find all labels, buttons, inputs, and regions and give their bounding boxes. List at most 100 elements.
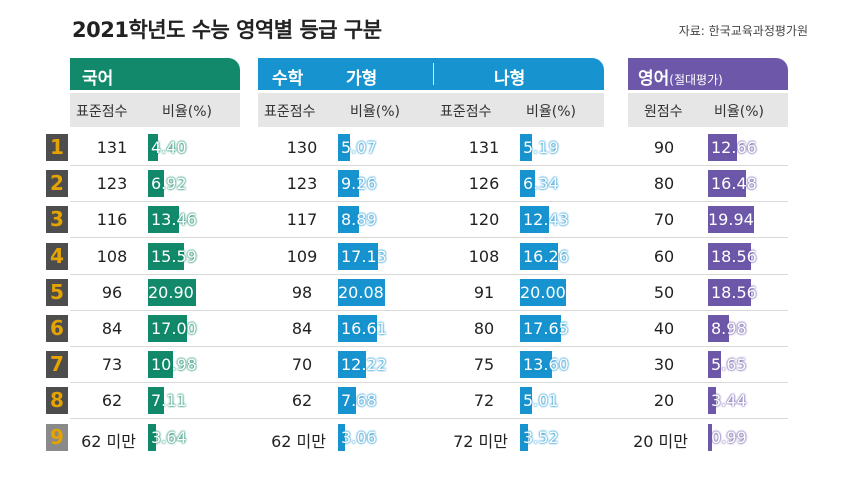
- english-ratio-bar: [708, 242, 752, 270]
- math-na-ratio-label: 20.00: [520, 282, 566, 302]
- math-na-score: 131: [468, 138, 500, 157]
- english-ratio-bar: [708, 278, 752, 306]
- math-na-ratio-bar: [520, 315, 561, 342]
- korean-ratio-bar: [148, 242, 185, 270]
- korean-score: 131: [96, 138, 128, 157]
- korean-score: 116: [96, 210, 128, 230]
- math-ga-header-label: 가형: [346, 69, 378, 89]
- math-na-ratio-label: 13.60: [523, 355, 569, 375]
- english-ratio-bar: [708, 206, 755, 234]
- math-ga-ratio-label: 8.89: [341, 210, 377, 230]
- math-na-score: 75: [473, 355, 495, 375]
- korean-subheader: 표준점수 비율(%): [70, 93, 240, 127]
- math-ga-ratio-label: 5.07: [341, 138, 377, 157]
- row-divider: [70, 418, 788, 420]
- math-na-ratio-bar: [520, 242, 558, 270]
- english-ratio-bar: [708, 134, 738, 161]
- math-ga-ratio-bar: [338, 423, 346, 451]
- korean-ratio-label: 17.00: [151, 319, 197, 338]
- math-ga-ratio-label: 3.06: [341, 427, 377, 447]
- grade-label: 9: [46, 423, 68, 451]
- english-score: 20 미만: [633, 431, 688, 451]
- math-ga-ratio-label: 20.08: [338, 282, 384, 302]
- korean-ratio-label: 13.46: [151, 210, 197, 230]
- english-ratio-bar: [708, 170, 747, 198]
- korean-ratio-bar: [148, 423, 157, 451]
- english-ratio-label: 16.48: [711, 174, 757, 194]
- grade-label: 3: [46, 206, 68, 234]
- math-ga-ratio-bar: [338, 134, 350, 161]
- korean-ratio-bar: [148, 170, 165, 198]
- english-ratio-label: 18.56: [711, 246, 757, 266]
- row-divider: [70, 237, 788, 239]
- english-score: 90: [653, 138, 675, 157]
- math-header-divider: [433, 63, 434, 85]
- row-divider: [70, 346, 788, 347]
- math-ga-ratio-bar: [338, 206, 359, 234]
- row-divider: [70, 309, 788, 311]
- english-header: 영어(절대평가): [628, 58, 788, 90]
- math-ga-ratio-label: 16.61: [341, 319, 387, 338]
- row-divider: [70, 201, 788, 203]
- korean-ratio-bar: [148, 134, 159, 161]
- math-na-ratio-bar: [520, 423, 529, 451]
- grade-label: 1: [46, 134, 68, 161]
- math-ga-ratio-bar: [338, 315, 377, 342]
- math-ga-ratio-bar: [338, 387, 356, 415]
- math-na-ratio-bar: [520, 134, 533, 161]
- math-na-ratio-bar: [520, 206, 549, 234]
- english-ratio-label: 8.98: [711, 319, 747, 338]
- math-ga-score: 109: [286, 246, 318, 266]
- math-na-ratio-label: 16.26: [523, 246, 569, 266]
- math-na-score: 72 미만: [453, 431, 508, 451]
- korean-score: 96: [101, 282, 123, 302]
- math-ga-ratio-bar: [338, 278, 385, 306]
- grade-label: 5: [46, 278, 68, 306]
- math-na-ratio-label: 5.19: [523, 138, 559, 157]
- math-ga-score-col-label: 표준점수: [264, 104, 316, 120]
- korean-ratio-bar: [148, 351, 174, 379]
- english-ratio-label: 19.94: [708, 210, 754, 230]
- english-header-label: 영어(절대평가): [638, 69, 723, 89]
- grade-label: 4: [46, 242, 68, 270]
- math-na-ratio-bar: [520, 387, 532, 415]
- korean-ratio-bar: [148, 387, 165, 415]
- chart-title: 2021학년도 수능 영역별 등급 구분: [72, 18, 382, 42]
- english-score: 60: [653, 246, 675, 266]
- math-ga-ratio-bar: [338, 242, 378, 270]
- korean-score: 108: [96, 246, 128, 266]
- korean-ratio-label: 20.90: [148, 282, 194, 302]
- korean-ratio-label: 7.11: [151, 391, 187, 411]
- english-ratio-bar: [708, 351, 722, 379]
- math-na-ratio-label: 12.43: [523, 210, 569, 230]
- grade-label: 8: [46, 387, 68, 415]
- math-ga-ratio-label: 12.22: [341, 355, 387, 375]
- grade-label: 6: [46, 315, 68, 342]
- korean-header: 국어: [70, 58, 240, 90]
- math-na-score-col-label: 표준점수: [440, 104, 492, 120]
- english-ratio-label: 3.44: [711, 391, 747, 411]
- korean-ratio-label: 6.92: [151, 174, 187, 194]
- grade-label: 7: [46, 351, 68, 379]
- korean-header-label: 국어: [82, 69, 114, 89]
- math-ga-ratio-bar: [338, 170, 360, 198]
- english-score: 50: [653, 282, 675, 302]
- math-ga-score: 123: [286, 174, 318, 194]
- math-header: 수학 가형 나형: [258, 58, 604, 90]
- math-ga-ratio-label: 7.68: [341, 391, 377, 411]
- math-na-score: 91: [473, 282, 495, 302]
- math-ga-ratio-label: 9.26: [341, 174, 377, 194]
- korean-ratio-label: 10.98: [151, 355, 197, 375]
- english-score: 80: [653, 174, 675, 194]
- math-ga-score: 62 미만: [271, 431, 326, 451]
- math-na-header-label: 나형: [494, 69, 526, 89]
- english-subheader: 원점수 비율(%): [628, 93, 788, 127]
- math-na-ratio-label: 5.01: [523, 391, 559, 411]
- english-score: 20: [653, 391, 675, 411]
- korean-score: 62: [101, 391, 123, 411]
- math-ga-ratio-bar: [338, 351, 367, 379]
- math-subheader: 표준점수 비율(%) 표준점수 비율(%): [258, 93, 604, 127]
- english-ratio-label: 0.99: [711, 427, 747, 447]
- english-header-note: (절대평가): [669, 73, 723, 87]
- math-ga-score: 130: [286, 138, 318, 157]
